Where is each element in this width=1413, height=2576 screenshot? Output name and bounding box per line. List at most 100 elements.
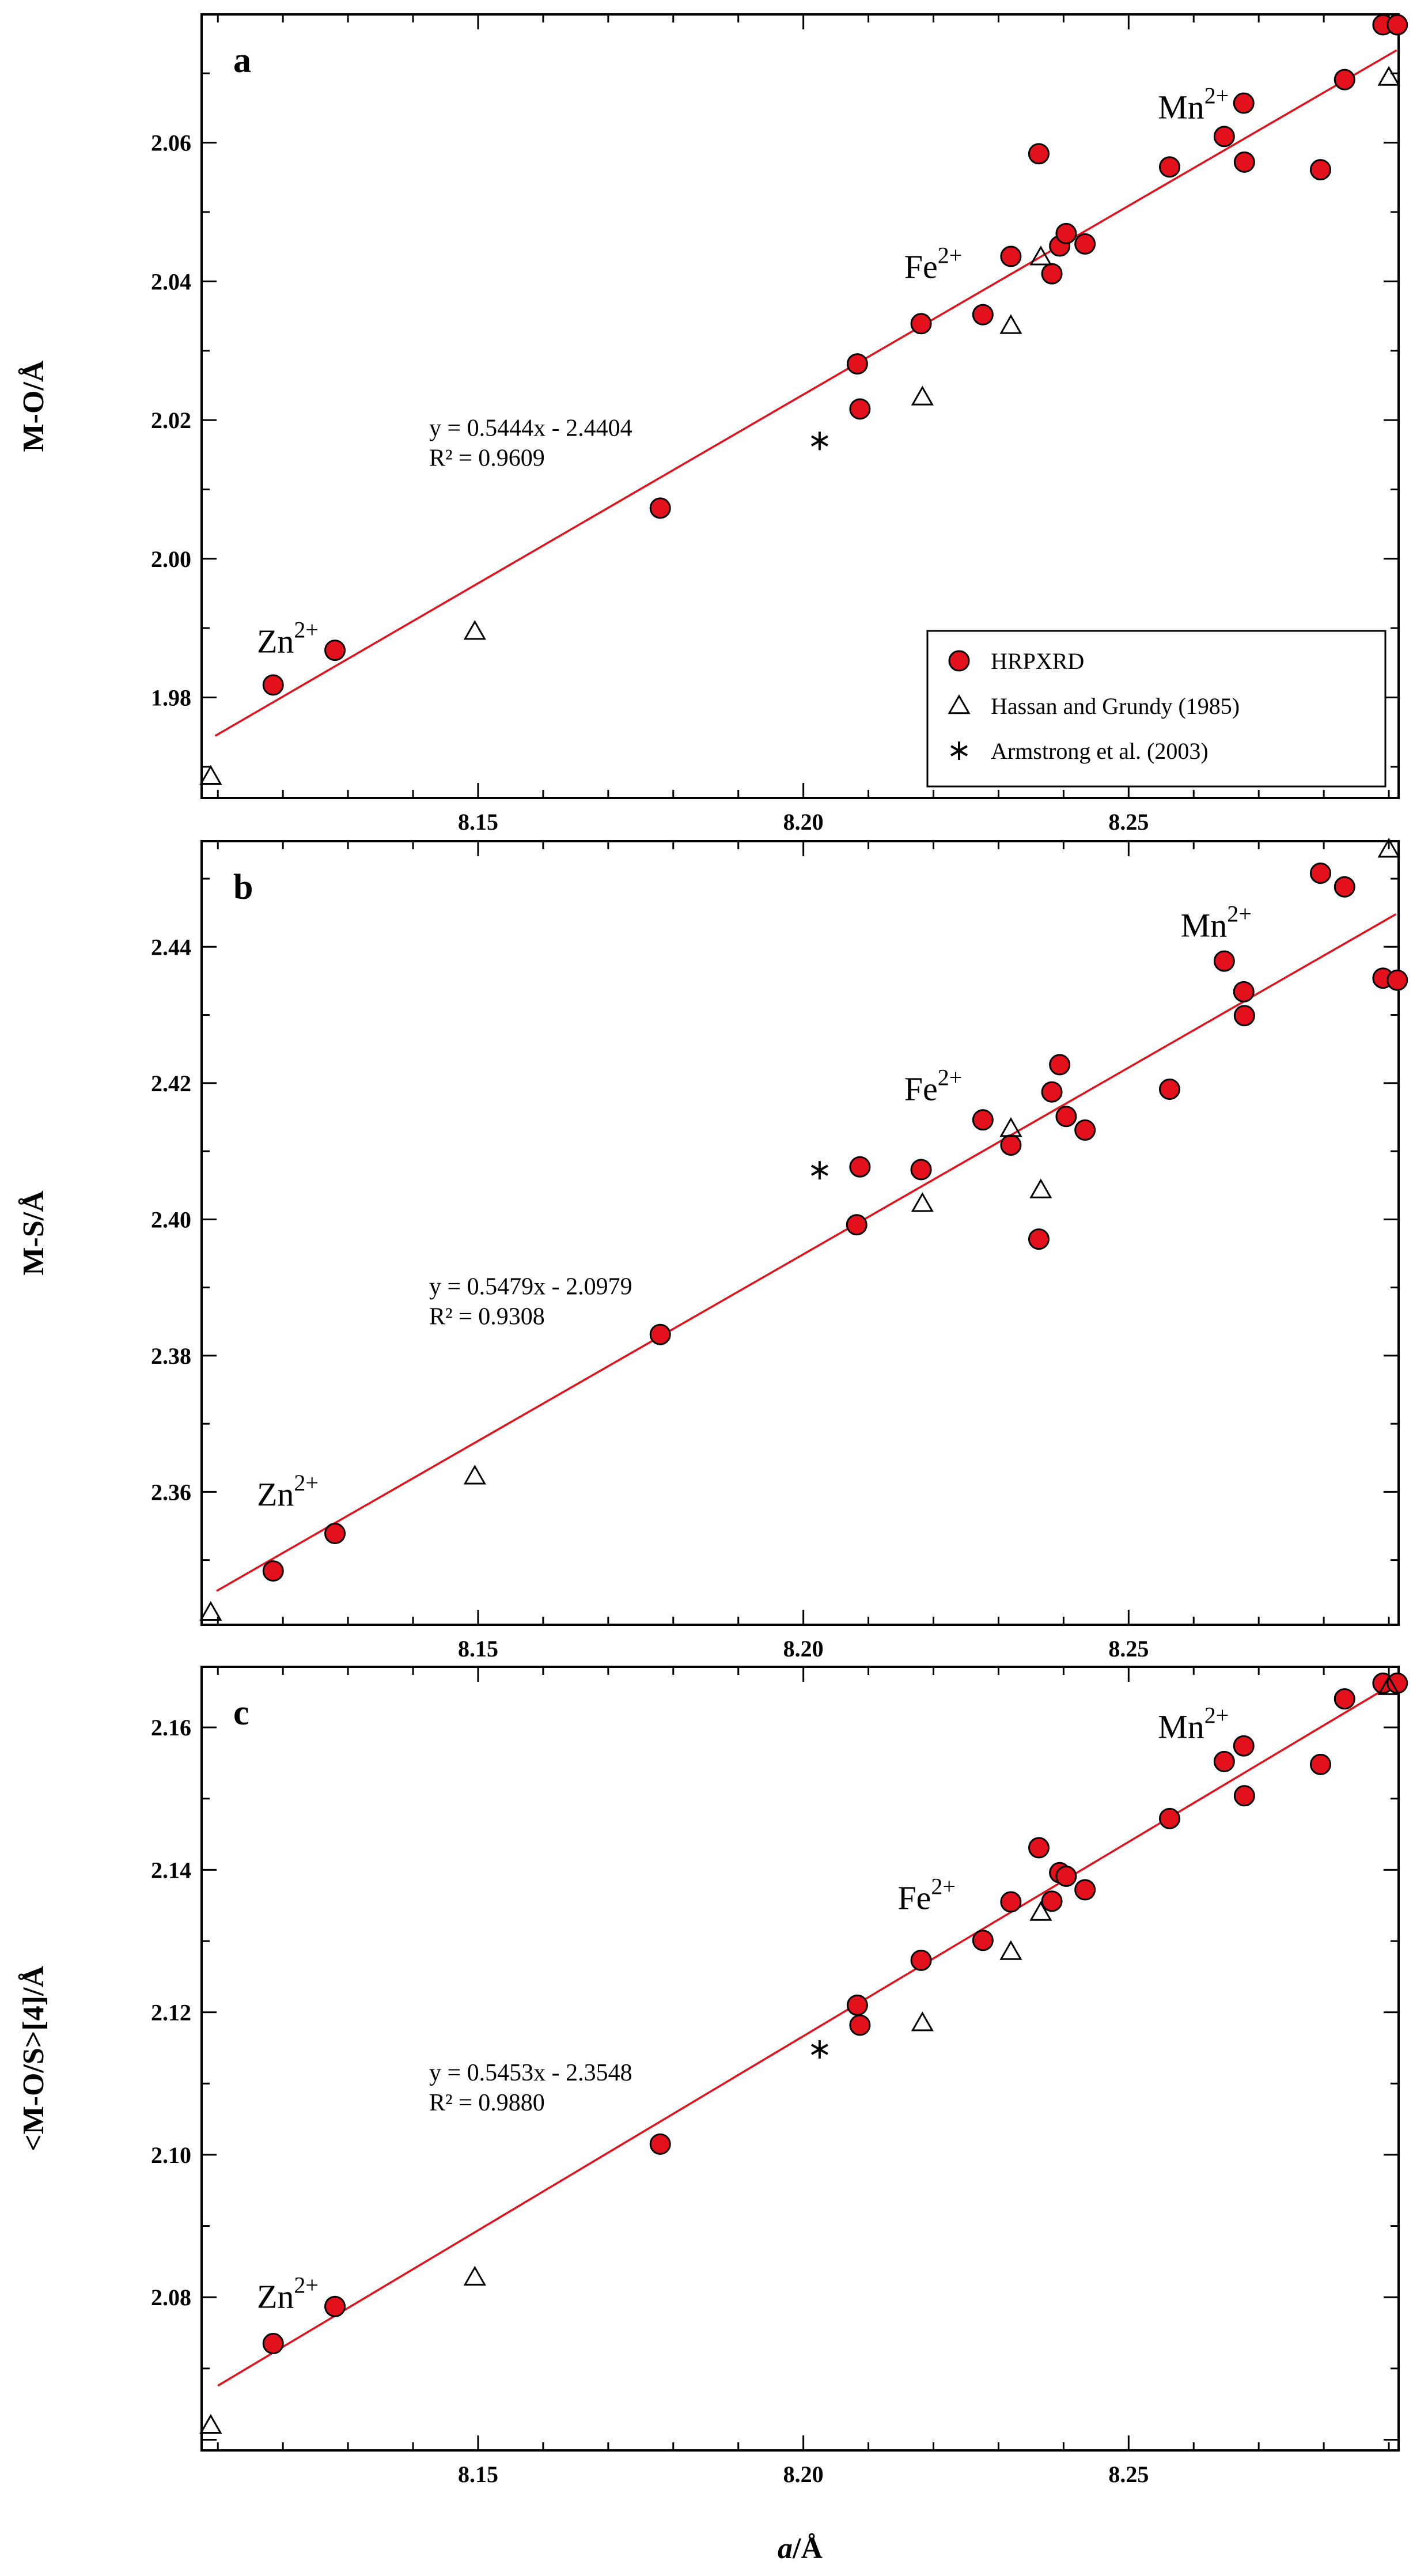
ion-label-mn: Mn2+ — [1181, 901, 1252, 944]
regression-equation: y = 0.5479x - 2.0979 — [429, 1273, 632, 1300]
armstrong-stroke — [810, 2044, 828, 2055]
hrpxrd-point — [1028, 1837, 1050, 1859]
hassan-point — [199, 765, 222, 785]
legend-box — [926, 630, 1387, 788]
hrpxrd-point — [1074, 1879, 1096, 1901]
hrpxrd-point — [1309, 1753, 1331, 1775]
panel-letter: b — [233, 868, 253, 907]
armstrong-point — [810, 1161, 828, 1180]
x-tick-label: 8.15 — [458, 2461, 498, 2487]
ion-charge: 2+ — [294, 2272, 319, 2298]
series-hrpxrd — [262, 863, 1408, 1582]
hassan-point — [1029, 245, 1052, 266]
hassan-point — [199, 2414, 222, 2434]
hrpxrd-point — [1334, 69, 1355, 90]
plot-frame — [200, 840, 1400, 1626]
y-tick-label: 2.06 — [151, 130, 191, 156]
hrpxrd-point — [846, 1214, 868, 1236]
panel-c: 8.15 8.20 8.25 2.08 2.10 2.12 2.14 2.16 <M-O/S>[… — [17, 1666, 1408, 2487]
hassan-point — [463, 1465, 486, 1485]
ion-label-mn: Mn2+ — [1158, 1703, 1229, 1746]
hrpxrd-point — [1233, 1785, 1255, 1807]
ion-charge: 2+ — [1204, 83, 1229, 109]
ion-charge: 2+ — [294, 1470, 319, 1496]
hrpxrd-point — [1233, 92, 1255, 114]
hrpxrd-point — [649, 2133, 671, 2155]
hrpxrd-point — [1334, 876, 1355, 898]
y-tick-label: 2.44 — [151, 934, 191, 960]
ion-label-zn: Zn2+ — [257, 616, 319, 660]
x-tick-label: 8.20 — [783, 2461, 824, 2487]
ion-charge: 2+ — [938, 242, 963, 268]
y-tick-label: 2.12 — [151, 2000, 191, 2026]
armstrong-point — [810, 2040, 828, 2059]
ion-symbol: Mn — [1158, 1708, 1204, 1746]
hassan-point — [1377, 838, 1400, 858]
hassan-point — [1377, 66, 1400, 86]
series-armstrong — [810, 432, 828, 451]
hrpxrd-point — [324, 640, 346, 661]
y-tick-label: 2.00 — [151, 546, 191, 572]
y-tick-label: 1.98 — [151, 684, 191, 710]
hassan-point — [999, 1940, 1022, 1960]
y-tick-label: 2.42 — [151, 1071, 191, 1096]
armstrong-point — [950, 742, 968, 760]
hrpxrd-point — [849, 1156, 871, 1178]
ion-charge: 2+ — [931, 1873, 956, 1899]
hrpxrd-point — [1074, 1119, 1096, 1141]
hrpxrd-point — [1233, 1735, 1255, 1757]
hrpxrd-point — [1158, 156, 1180, 178]
armstrong-stroke — [950, 745, 968, 756]
hassan-point — [199, 1601, 222, 1621]
x-tick-label: 8.15 — [458, 809, 498, 835]
hrpxrd-point — [1028, 1228, 1050, 1250]
hrpxrd-point — [1000, 1134, 1022, 1156]
y-tick-label: 2.40 — [151, 1206, 191, 1232]
regression-line — [217, 1681, 1397, 2387]
hrpxrd-point — [1049, 1054, 1071, 1076]
ion-label-zn: Zn2+ — [257, 2272, 319, 2316]
hrpxrd-point — [324, 1523, 346, 1545]
hrpxrd-point — [1055, 1865, 1077, 1887]
hrpxrd-point — [649, 1323, 671, 1345]
hassan-point — [1029, 1901, 1052, 1921]
y-tick-label: 2.14 — [151, 1857, 191, 1883]
y-tick-label: 2.36 — [151, 1479, 191, 1505]
hrpxrd-point — [1233, 981, 1255, 1003]
legend: HRPXRD Hassan and Grundy (1985) Armstrong … — [926, 630, 1387, 788]
ion-symbol: Mn — [1158, 89, 1204, 126]
hrpxrd-point — [262, 1560, 284, 1582]
hrpxrd-point — [262, 2333, 284, 2355]
x-tick-label: 8.20 — [783, 809, 824, 835]
panel-b: 8.15 8.20 8.25 2.36 2.38 2.40 2.42 2.44 M-S/Å b y … — [17, 838, 1408, 1662]
hrpxrd-point — [1213, 950, 1235, 972]
hrpxrd-point — [1055, 1106, 1077, 1128]
hassan-point — [948, 694, 971, 714]
y-tick-label: 2.02 — [151, 407, 191, 433]
hrpxrd-point — [910, 313, 932, 335]
hrpxrd-point — [649, 497, 671, 519]
y-axis-title: M-O/Å — [17, 360, 50, 452]
hrpxrd-point — [1233, 1005, 1255, 1027]
hrpxrd-point — [1158, 1078, 1180, 1100]
x-tick-label: 8.25 — [1108, 1636, 1149, 1662]
series-hrpxrd — [262, 1672, 1408, 2355]
hrpxrd-point — [1000, 1891, 1022, 1913]
ion-charge: 2+ — [294, 616, 319, 642]
hassan-point — [1029, 1178, 1052, 1198]
hrpxrd-point — [262, 674, 284, 696]
hrpxrd-point — [1041, 1081, 1063, 1103]
y-tick-label: 2.08 — [151, 2284, 191, 2310]
ion-symbol: Zn — [257, 2278, 294, 2316]
hrpxrd-point — [846, 353, 868, 375]
hrpxrd-point — [1309, 159, 1331, 181]
plot-frame — [200, 1666, 1400, 2452]
hrpxrd-point — [1213, 1750, 1235, 1772]
hassan-point — [463, 620, 486, 640]
hrpxrd-point — [849, 398, 871, 420]
hrpxrd-point — [1041, 263, 1063, 285]
y-axis-title: <M-O/S>[4]/Å — [17, 1966, 50, 2152]
ion-symbol: Mn — [1181, 907, 1228, 944]
ion-label-fe: Fe2+ — [897, 1873, 956, 1916]
